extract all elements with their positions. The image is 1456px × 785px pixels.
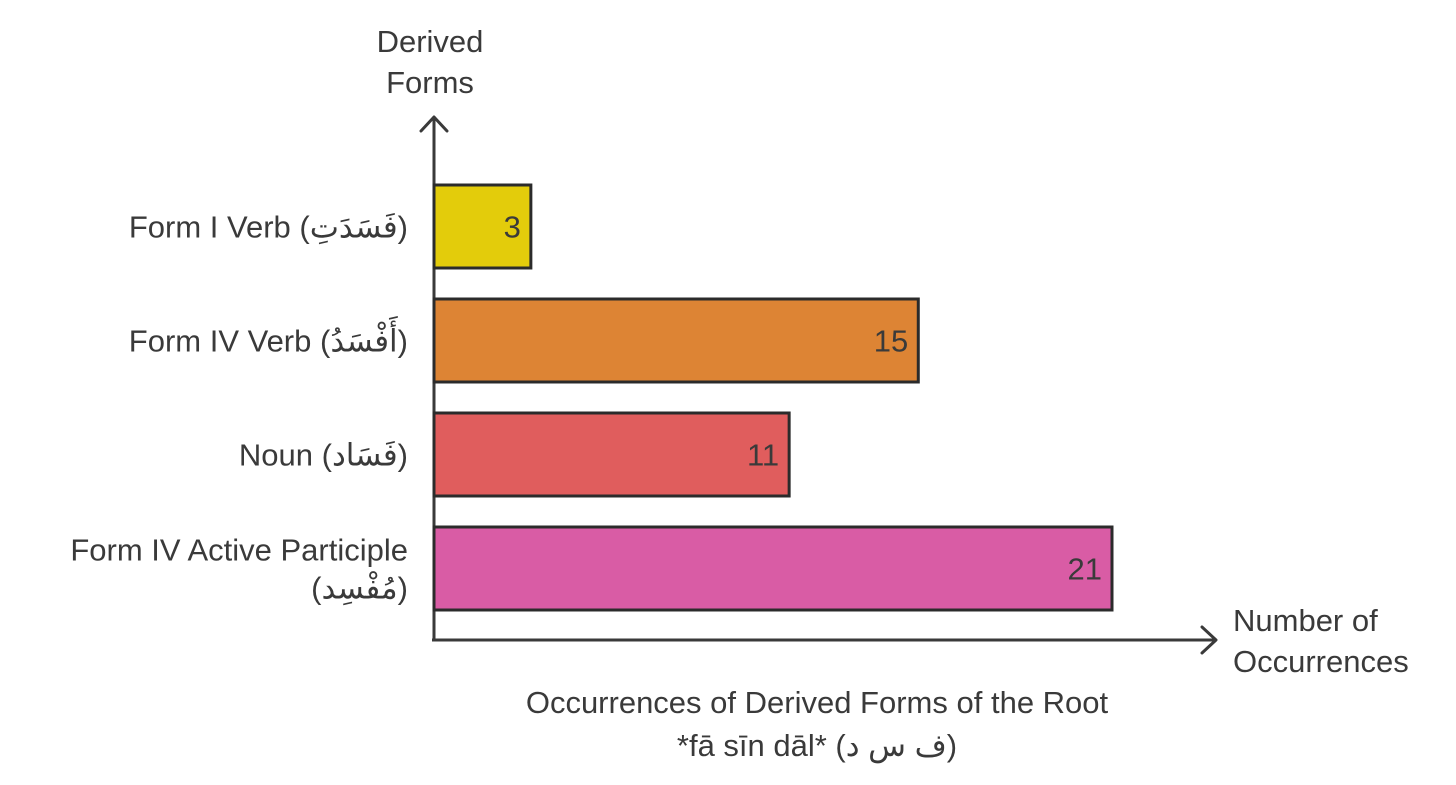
bar-4 bbox=[432, 525, 1114, 612]
bar-value-label-2: 15 bbox=[874, 324, 908, 359]
bar-value-label-1: 3 bbox=[504, 210, 521, 245]
x-axis-title-line-1: Number of bbox=[1233, 603, 1378, 638]
bars-group: 3 15 11 21 bbox=[432, 183, 1114, 612]
category-label-1: Form I Verb (فَسَدَتِ) bbox=[129, 210, 408, 245]
category-labels-group: Form I Verb (فَسَدَتِ) Form IV Verb (أَفْ… bbox=[70, 210, 408, 606]
y-axis-title-line-1: Derived bbox=[377, 24, 484, 59]
bar-value-label-3: 11 bbox=[747, 438, 779, 473]
chart-title-line-2: *fā sīn dāl* (ف س د) bbox=[677, 728, 957, 763]
category-label-3: Noun (فَسَاد) bbox=[239, 438, 408, 473]
y-axis-title-line-2: Forms bbox=[386, 65, 474, 100]
bar-value-label-4: 21 bbox=[1068, 552, 1102, 587]
bar-3 bbox=[432, 411, 791, 498]
category-label-4-line-2: (مُفْسِد) bbox=[311, 571, 408, 606]
bar-2 bbox=[432, 297, 920, 384]
category-label-2: Form IV Verb (أَفْسَدُ) bbox=[129, 316, 408, 359]
bar-1 bbox=[432, 183, 533, 270]
y-axis-arrow bbox=[419, 115, 449, 133]
category-label-4-line-1: Form IV Active Participle bbox=[70, 533, 408, 568]
x-axis-arrow bbox=[1200, 625, 1218, 655]
chart-title-line-1: Occurrences of Derived Forms of the Root bbox=[526, 685, 1109, 720]
x-axis-title-line-2: Occurrences bbox=[1233, 644, 1409, 679]
